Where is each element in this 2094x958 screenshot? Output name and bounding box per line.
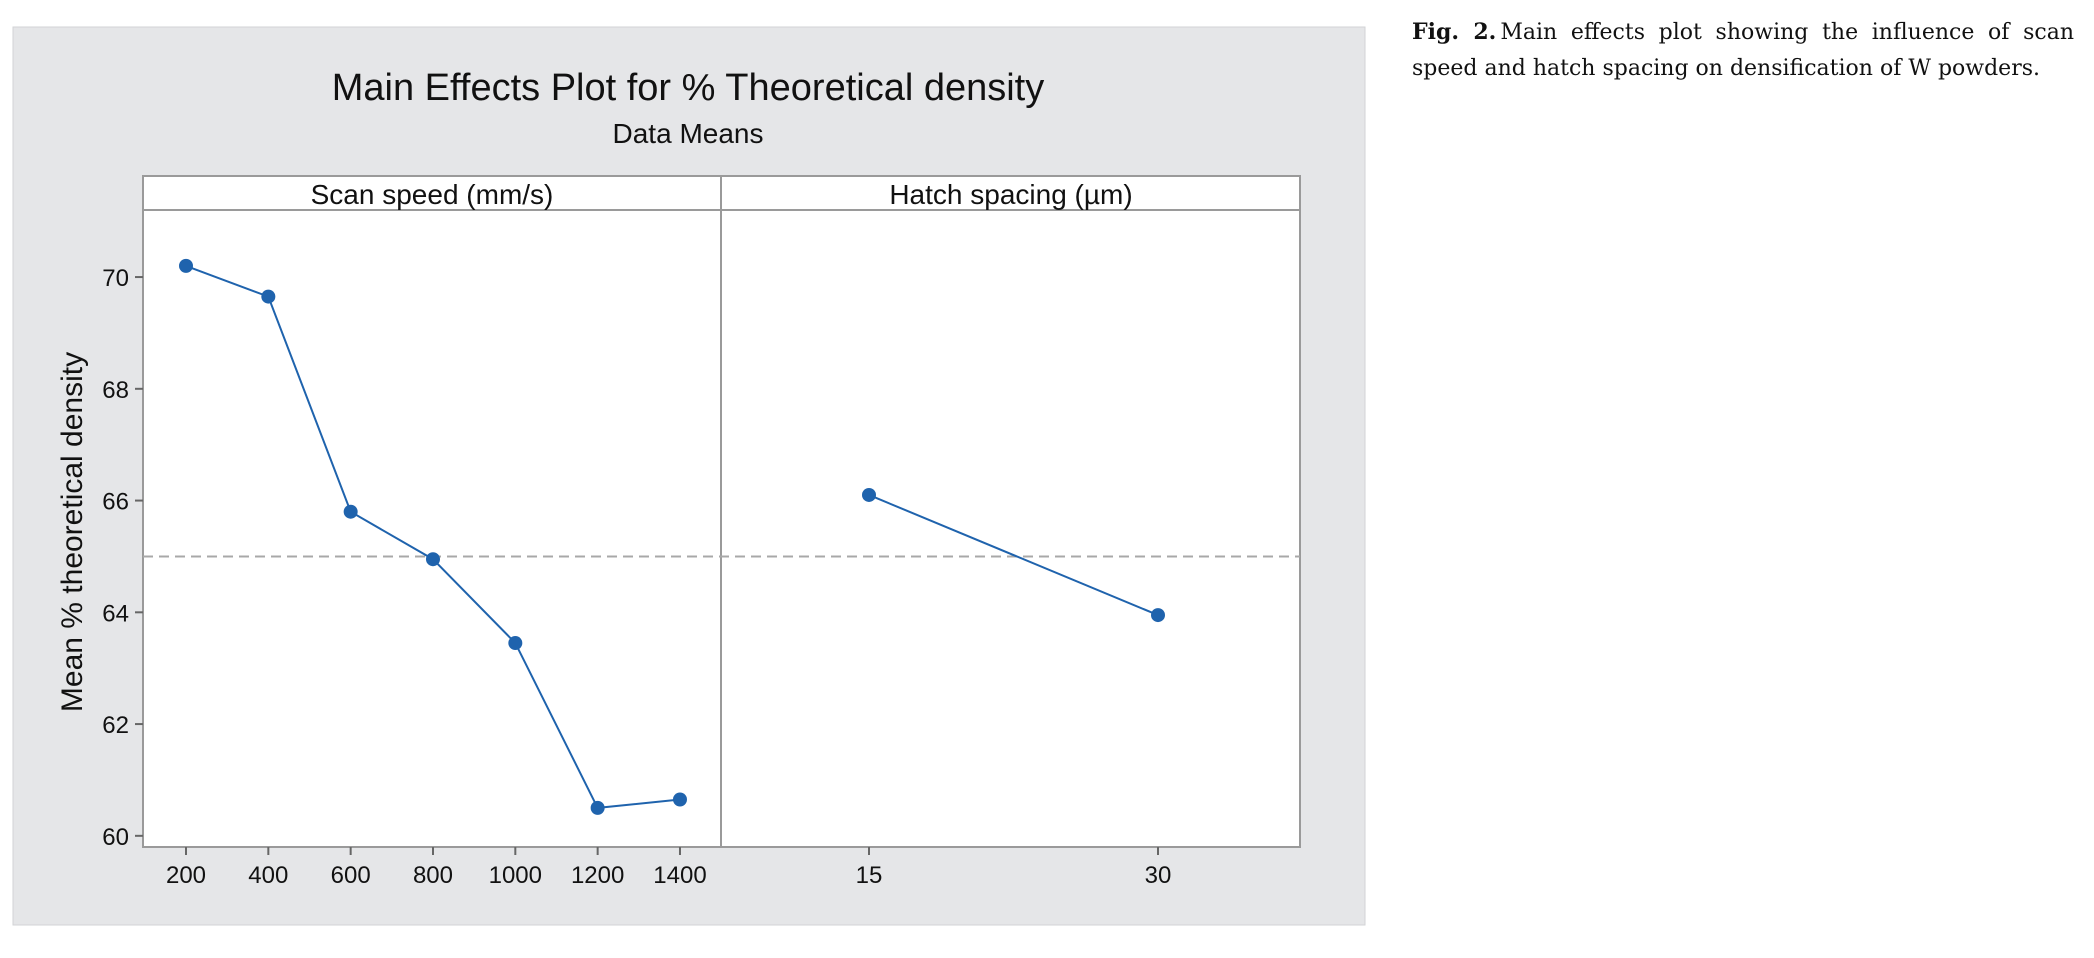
x-tick-label: 30 — [1145, 862, 1172, 889]
series-line — [868, 494, 1159, 617]
chart-marks: 60 62 64 66 68 70 200 400 600 800 1000 1200 1400 15 30 — [102, 258, 1300, 889]
y-tick-label: 64 — [102, 600, 129, 627]
x-tick-label: 1200 — [571, 862, 624, 889]
x-tick-label: 1400 — [653, 862, 706, 889]
chart-title: Main Effects Plot for % Theoretical dens… — [332, 67, 1044, 109]
data-point — [179, 258, 193, 273]
data-point — [590, 800, 605, 815]
figure-caption: Fig. 2. Main effects plot showing the inf… — [1412, 14, 2074, 87]
main-effects-chart: Main Effects Plot for % Theoretical dens… — [12, 26, 1366, 926]
y-tick-label: 68 — [102, 377, 129, 404]
data-point — [1151, 608, 1165, 623]
y-tick-label: 62 — [102, 712, 129, 739]
data-point — [672, 792, 687, 807]
panel-label-hatch-spacing: Hatch spacing (µm) — [889, 179, 1132, 210]
data-point — [343, 504, 358, 519]
x-tick-label: 15 — [856, 862, 883, 889]
y-axis-label: Mean % theoretical density — [56, 352, 89, 712]
x-tick-label: 800 — [413, 862, 453, 889]
x-tick-label: 200 — [166, 862, 206, 889]
data-point — [425, 552, 440, 567]
figure-caption-text: Main effects plot showing the influence … — [1412, 20, 2074, 81]
x-tick-label: 600 — [331, 862, 371, 889]
data-point — [862, 487, 876, 502]
x-tick-label: 1000 — [489, 862, 542, 889]
chart-subtitle: Data Means — [613, 118, 764, 149]
data-point — [508, 636, 523, 651]
y-tick-label: 70 — [102, 265, 129, 292]
y-tick-label: 66 — [102, 489, 129, 516]
figure-caption-label: Fig. 2. — [1412, 19, 1497, 45]
y-tick-label: 60 — [102, 824, 129, 851]
x-tick-label: 400 — [248, 862, 288, 889]
panel-label-scan-speed: Scan speed (mm/s) — [311, 179, 554, 210]
data-point — [261, 289, 276, 304]
